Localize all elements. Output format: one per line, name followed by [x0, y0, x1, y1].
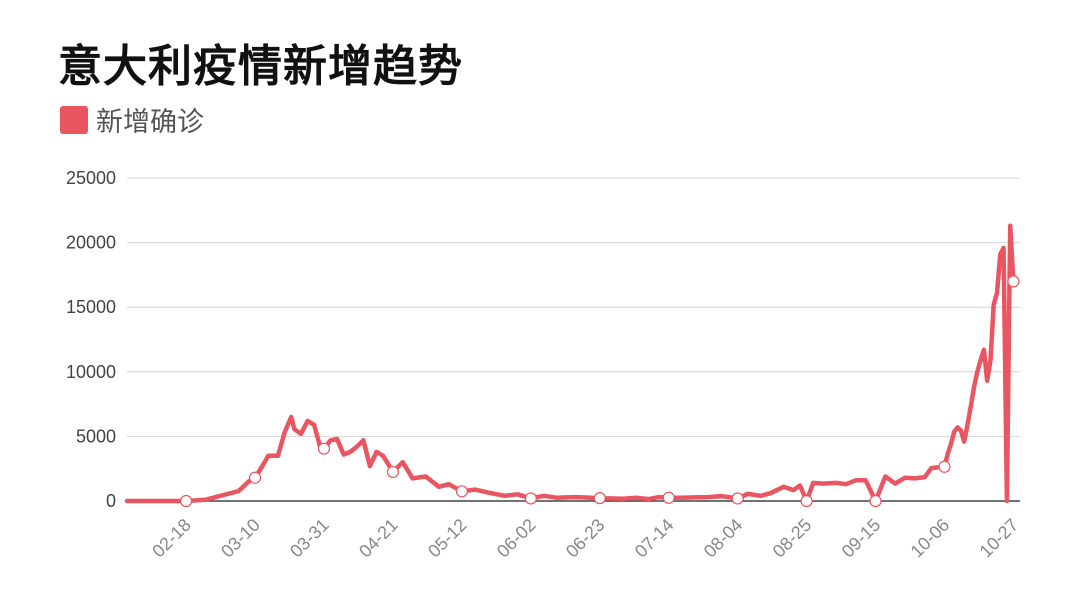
- x-tick-label: 07-14: [631, 515, 678, 562]
- x-tick-label: 04-21: [355, 515, 402, 562]
- x-axis-ticks: 02-18 03-10 03-31 04-21 05-12 06-02 06-23 07-14…: [148, 515, 1022, 562]
- data-point-marker[interactable]: [455, 485, 468, 498]
- y-tick-label: 15000: [66, 297, 116, 317]
- x-tick-label: 08-04: [700, 515, 747, 562]
- marker-layer: [179, 275, 1020, 508]
- x-tick-label: 09-15: [838, 515, 885, 562]
- y-tick-label: 20000: [66, 233, 116, 253]
- series-line[interactable]: [124, 223, 1016, 504]
- data-point-marker[interactable]: [938, 460, 951, 473]
- data-point-marker[interactable]: [731, 492, 744, 505]
- x-tick-label: 06-23: [562, 515, 609, 562]
- data-point-marker[interactable]: [386, 465, 400, 479]
- legend[interactable]: 新增确诊: [60, 100, 204, 139]
- y-tick-label: 5000: [76, 426, 116, 446]
- x-tick-label: 10-27: [976, 515, 1023, 562]
- x-tick-label: 03-10: [217, 515, 264, 562]
- legend-label: 新增确诊: [96, 107, 204, 138]
- x-tick-label: 06-02: [493, 515, 540, 562]
- data-point-marker[interactable]: [524, 492, 537, 505]
- grid-lines: [127, 177, 1020, 502]
- chart-title: 意大利疫情新增趋势: [58, 41, 463, 92]
- x-tick-label: 03-31: [286, 515, 333, 562]
- data-point-marker[interactable]: [593, 492, 606, 505]
- x-tick-label: 02-18: [148, 515, 195, 562]
- data-point-marker[interactable]: [662, 491, 675, 504]
- x-tick-label: 08-25: [769, 515, 816, 562]
- y-tick-label: 0: [106, 491, 116, 511]
- y-axis-ticks: 0 5000 10000 15000 20000 25000: [66, 168, 116, 511]
- legend-swatch: [60, 105, 88, 134]
- y-tick-label: 25000: [66, 168, 116, 188]
- x-tick-label: 05-12: [424, 515, 471, 562]
- y-tick-label: 10000: [66, 362, 116, 382]
- data-point-marker[interactable]: [869, 494, 882, 508]
- data-point-marker[interactable]: [1007, 275, 1020, 288]
- data-point-marker[interactable]: [179, 494, 193, 508]
- data-point-marker[interactable]: [800, 494, 813, 508]
- data-point-marker[interactable]: [317, 442, 331, 455]
- series-layer: [124, 223, 1016, 504]
- data-point-marker[interactable]: [248, 471, 262, 484]
- x-tick-label: 10-06: [907, 515, 954, 562]
